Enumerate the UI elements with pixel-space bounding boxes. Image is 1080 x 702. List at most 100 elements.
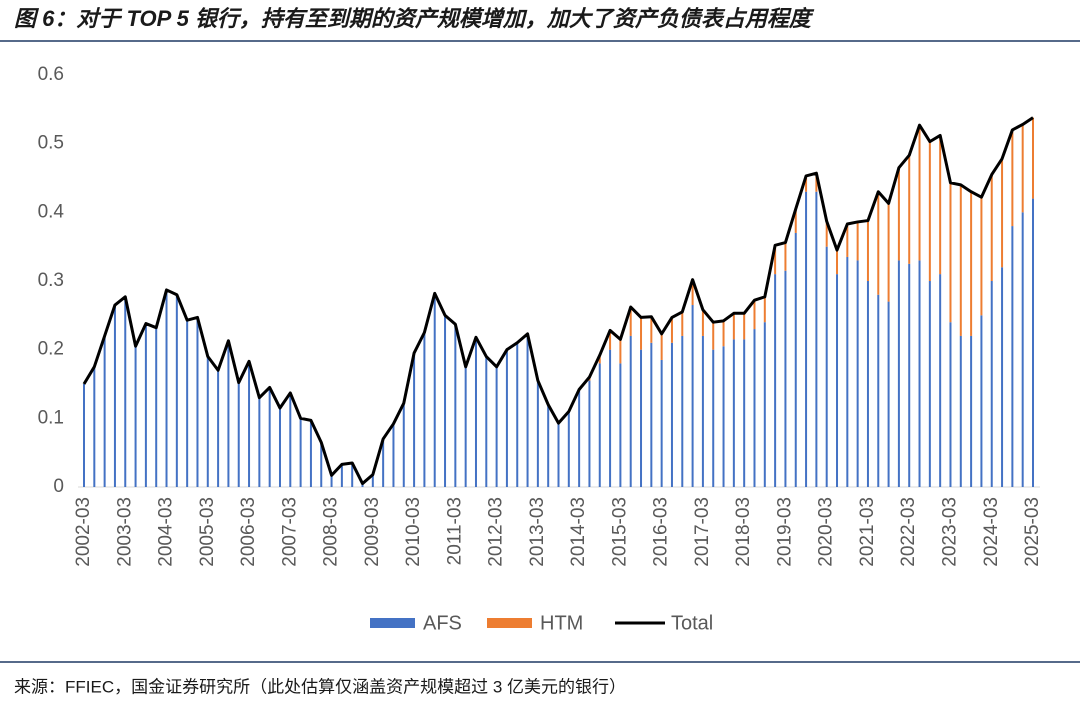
bar-segment: [732, 313, 735, 340]
bar-segment: [598, 355, 601, 364]
bar-segment: [897, 260, 900, 487]
bar-segment: [402, 403, 405, 487]
source: 来源：FFIEC，国金证券研究所（此处估算仅涵盖资产规模超过 3 亿美元的银行）: [14, 677, 626, 696]
bar-segment: [990, 174, 993, 281]
bar-segment: [970, 335, 973, 487]
y-tick-label: 0.6: [38, 64, 64, 85]
bar-segment: [1021, 124, 1024, 213]
bar-segment: [939, 135, 942, 275]
bar-segment: [743, 313, 746, 340]
bar-segment: [474, 337, 477, 487]
bar-segment: [175, 294, 178, 487]
bar-segment: [309, 420, 312, 487]
bar-segment: [454, 324, 457, 487]
bar-segment: [248, 361, 251, 487]
bar-segment: [701, 309, 704, 336]
bar-segment: [578, 390, 581, 487]
bar-segment: [753, 329, 756, 487]
bar-segment: [361, 483, 364, 487]
bar-segment: [846, 256, 849, 487]
bar-segment: [949, 322, 952, 487]
bar-segment: [918, 125, 921, 261]
bar-segment: [567, 411, 570, 487]
bar-segment: [784, 270, 787, 487]
bar-segment: [918, 260, 921, 487]
bar-segment: [805, 191, 808, 487]
bar-segment: [629, 335, 632, 487]
legend-swatch: [487, 618, 532, 628]
bar-segment: [330, 475, 333, 487]
bar-segment: [144, 323, 147, 487]
bar-segment: [815, 191, 818, 487]
bar-segment: [495, 366, 498, 487]
bar-segment: [619, 363, 622, 487]
bar-segment: [722, 320, 725, 347]
bar-segment: [382, 438, 385, 487]
bar-segment: [289, 392, 292, 487]
bar-segment: [856, 221, 859, 261]
bar-segment: [340, 464, 343, 487]
x-tick-label: 2002-03: [73, 497, 94, 567]
bar-segment: [939, 274, 942, 487]
bar-segment: [206, 356, 209, 487]
bar-segment: [588, 380, 591, 487]
legend-swatch: [370, 618, 415, 628]
bar-segment: [980, 197, 983, 316]
bar-segment: [794, 232, 797, 487]
bar-segment: [743, 339, 746, 487]
bar-segment: [124, 296, 127, 487]
bar-segment: [629, 307, 632, 336]
bar-segment: [516, 342, 519, 487]
bar-segment: [505, 349, 508, 487]
y-tick-label: 0.5: [38, 133, 64, 154]
bar-segment: [433, 293, 436, 487]
bar-segment: [650, 316, 653, 343]
y-tick-label: 0.4: [38, 201, 65, 222]
y-tick-label: 0: [53, 476, 64, 497]
x-tick-label: 2003-03: [114, 497, 135, 567]
bar-segment: [660, 359, 663, 487]
bar-segment: [732, 339, 735, 487]
bar-segment: [774, 245, 777, 275]
bar-segment: [320, 442, 323, 487]
x-tick-label: 2013-03: [527, 497, 548, 567]
bar-segment: [227, 340, 230, 487]
bar-segment: [444, 315, 447, 487]
bar-segment: [681, 335, 684, 487]
x-tick-label: 2007-03: [279, 497, 300, 567]
bar-segment: [877, 191, 880, 295]
bar-segment: [805, 175, 808, 192]
bar-segment: [351, 462, 354, 487]
bar-segment: [1021, 212, 1024, 488]
x-tick-label: 2010-03: [403, 497, 424, 567]
x-tick-label: 2022-03: [898, 497, 919, 567]
bar-segment: [887, 203, 890, 302]
bar-segment: [186, 320, 189, 487]
bar-segment: [763, 296, 766, 323]
bar-segment: [846, 224, 849, 257]
bar-segment: [701, 335, 704, 487]
bar-segment: [217, 370, 220, 487]
chart-title: 图 6：对于 TOP 5 银行，持有至到期的资产规模增加，加大了资产负债表占用程…: [14, 6, 815, 31]
bar-segment: [1032, 198, 1034, 487]
bar-segment: [825, 246, 828, 487]
bar-segment: [681, 311, 684, 336]
x-tick-label: 2009-03: [362, 497, 383, 567]
bar-segment: [722, 346, 725, 487]
bar-segment: [392, 423, 395, 487]
bar-segment: [196, 317, 199, 487]
bar-segment: [877, 294, 880, 487]
bar-segment: [660, 333, 663, 360]
bar-segment: [670, 342, 673, 487]
bar-segment: [980, 315, 983, 487]
x-tick-label: 2016-03: [651, 497, 672, 567]
x-tick-label: 2008-03: [321, 497, 342, 567]
bar-segment: [794, 208, 797, 233]
bar-segment: [619, 339, 622, 364]
bar-segment: [1001, 158, 1004, 268]
bar-segment: [609, 349, 612, 487]
bar-segment: [959, 335, 962, 487]
bar-segment: [268, 387, 271, 487]
x-tick-label: 2017-03: [692, 497, 713, 567]
x-tick-label: 2025-03: [1022, 497, 1043, 567]
